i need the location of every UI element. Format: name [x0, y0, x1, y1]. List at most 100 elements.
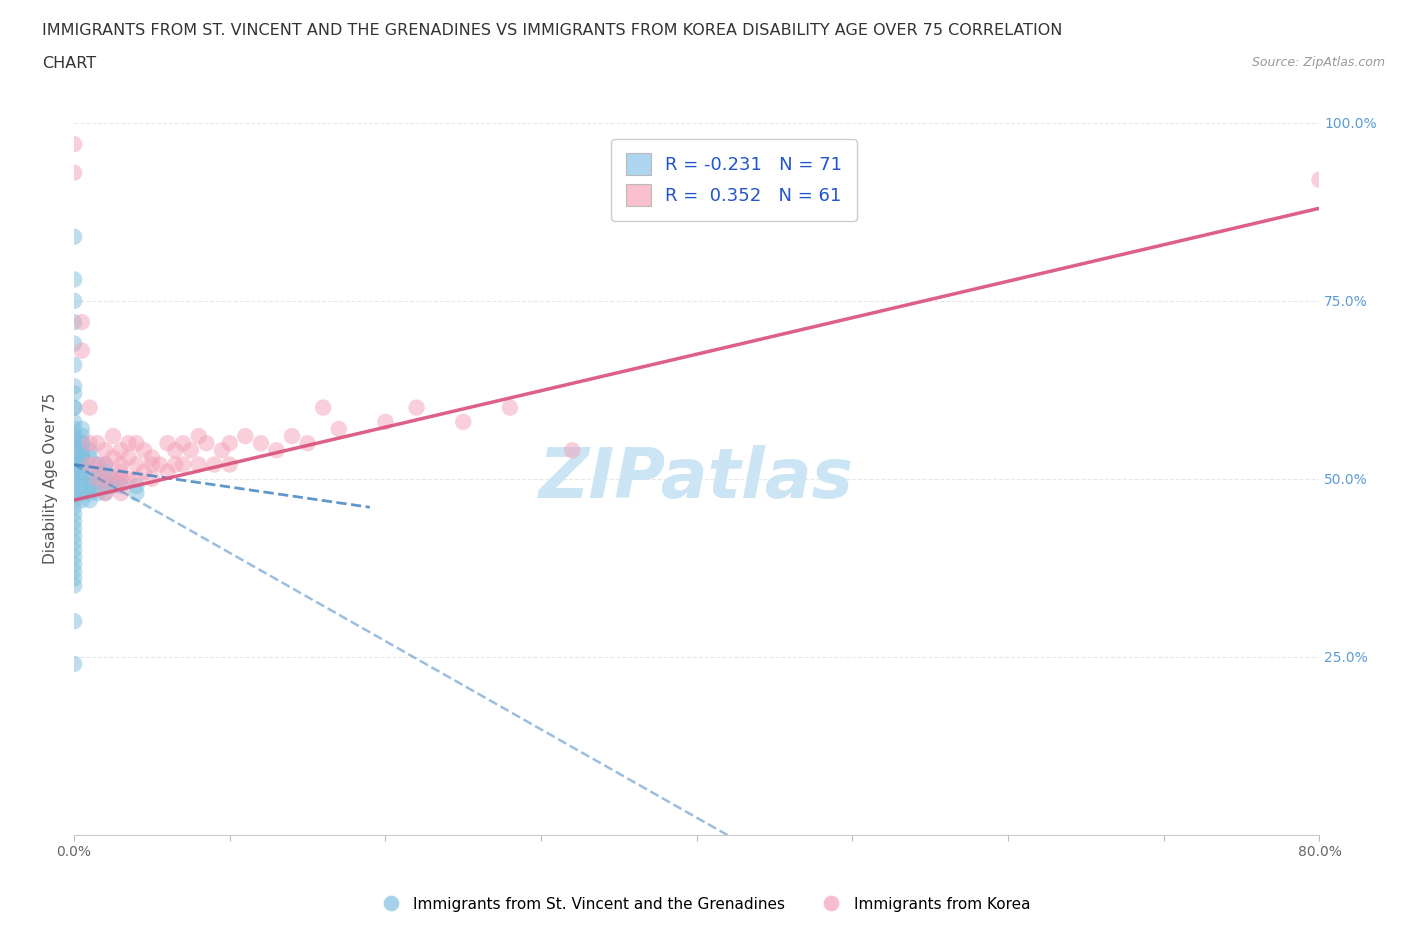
Point — [86, 458, 108, 472]
Point — [94, 472, 117, 486]
Point — [134, 443, 156, 458]
Point — [94, 464, 117, 479]
Point — [165, 443, 187, 458]
Point — [110, 443, 132, 458]
Point — [101, 478, 124, 493]
Point — [79, 478, 101, 493]
Point — [70, 450, 93, 465]
Point — [70, 478, 93, 493]
Point — [63, 499, 86, 514]
Point — [312, 400, 335, 415]
Point — [63, 464, 86, 479]
Point — [63, 400, 86, 415]
Point — [63, 421, 86, 436]
Point — [86, 436, 108, 451]
Point — [172, 458, 194, 472]
Point — [79, 464, 101, 479]
Point — [79, 443, 101, 458]
Point — [79, 400, 101, 415]
Point — [63, 386, 86, 401]
Point — [110, 472, 132, 486]
Point — [110, 472, 132, 486]
Text: ZIPatlas: ZIPatlas — [540, 445, 855, 512]
Point — [63, 166, 86, 180]
Point — [79, 472, 101, 486]
Point — [63, 550, 86, 565]
Point — [101, 472, 124, 486]
Point — [86, 485, 108, 500]
Point — [63, 614, 86, 629]
Point — [70, 485, 93, 500]
Point — [141, 458, 163, 472]
Point — [63, 314, 86, 329]
Point — [101, 472, 124, 486]
Point — [63, 557, 86, 572]
Point — [79, 485, 101, 500]
Point — [79, 458, 101, 472]
Point — [374, 415, 396, 430]
Point — [70, 314, 93, 329]
Text: CHART: CHART — [42, 56, 96, 71]
Legend: Immigrants from St. Vincent and the Grenadines, Immigrants from Korea: Immigrants from St. Vincent and the Gren… — [370, 891, 1036, 918]
Point — [63, 578, 86, 593]
Point — [149, 458, 172, 472]
Point — [63, 230, 86, 245]
Point — [156, 464, 179, 479]
Point — [110, 478, 132, 493]
Point — [94, 443, 117, 458]
Point — [110, 458, 132, 472]
Point — [561, 443, 583, 458]
Point — [79, 436, 101, 451]
Point — [125, 472, 148, 486]
Point — [63, 400, 86, 415]
Point — [63, 458, 86, 472]
Point — [125, 478, 148, 493]
Point — [70, 472, 93, 486]
Point — [110, 485, 132, 500]
Point — [63, 436, 86, 451]
Point — [165, 458, 187, 472]
Point — [63, 521, 86, 536]
Point — [63, 514, 86, 529]
Point — [451, 415, 474, 430]
Point — [141, 450, 163, 465]
Point — [117, 472, 139, 486]
Point — [101, 429, 124, 444]
Point — [70, 429, 93, 444]
Point — [63, 493, 86, 508]
Point — [63, 357, 86, 372]
Point — [202, 458, 225, 472]
Point — [499, 400, 522, 415]
Point — [63, 542, 86, 557]
Point — [1308, 172, 1330, 187]
Point — [180, 443, 202, 458]
Point — [281, 429, 304, 444]
Point — [63, 443, 86, 458]
Point — [250, 436, 273, 451]
Point — [63, 137, 86, 152]
Point — [86, 472, 108, 486]
Point — [117, 450, 139, 465]
Point — [63, 272, 86, 286]
Point — [134, 464, 156, 479]
Point — [125, 485, 148, 500]
Point — [211, 443, 233, 458]
Point — [79, 493, 101, 508]
Point — [110, 464, 132, 479]
Point — [94, 458, 117, 472]
Point — [70, 493, 93, 508]
Point — [94, 472, 117, 486]
Point — [79, 450, 101, 465]
Text: IMMIGRANTS FROM ST. VINCENT AND THE GRENADINES VS IMMIGRANTS FROM KOREA DISABILI: IMMIGRANTS FROM ST. VINCENT AND THE GREN… — [42, 23, 1063, 38]
Point — [218, 436, 240, 451]
Point — [141, 472, 163, 486]
Point — [63, 536, 86, 551]
Point — [63, 379, 86, 393]
Point — [86, 458, 108, 472]
Point — [63, 657, 86, 671]
Point — [266, 443, 288, 458]
Point — [94, 485, 117, 500]
Point — [156, 436, 179, 451]
Point — [63, 472, 86, 486]
Point — [63, 415, 86, 430]
